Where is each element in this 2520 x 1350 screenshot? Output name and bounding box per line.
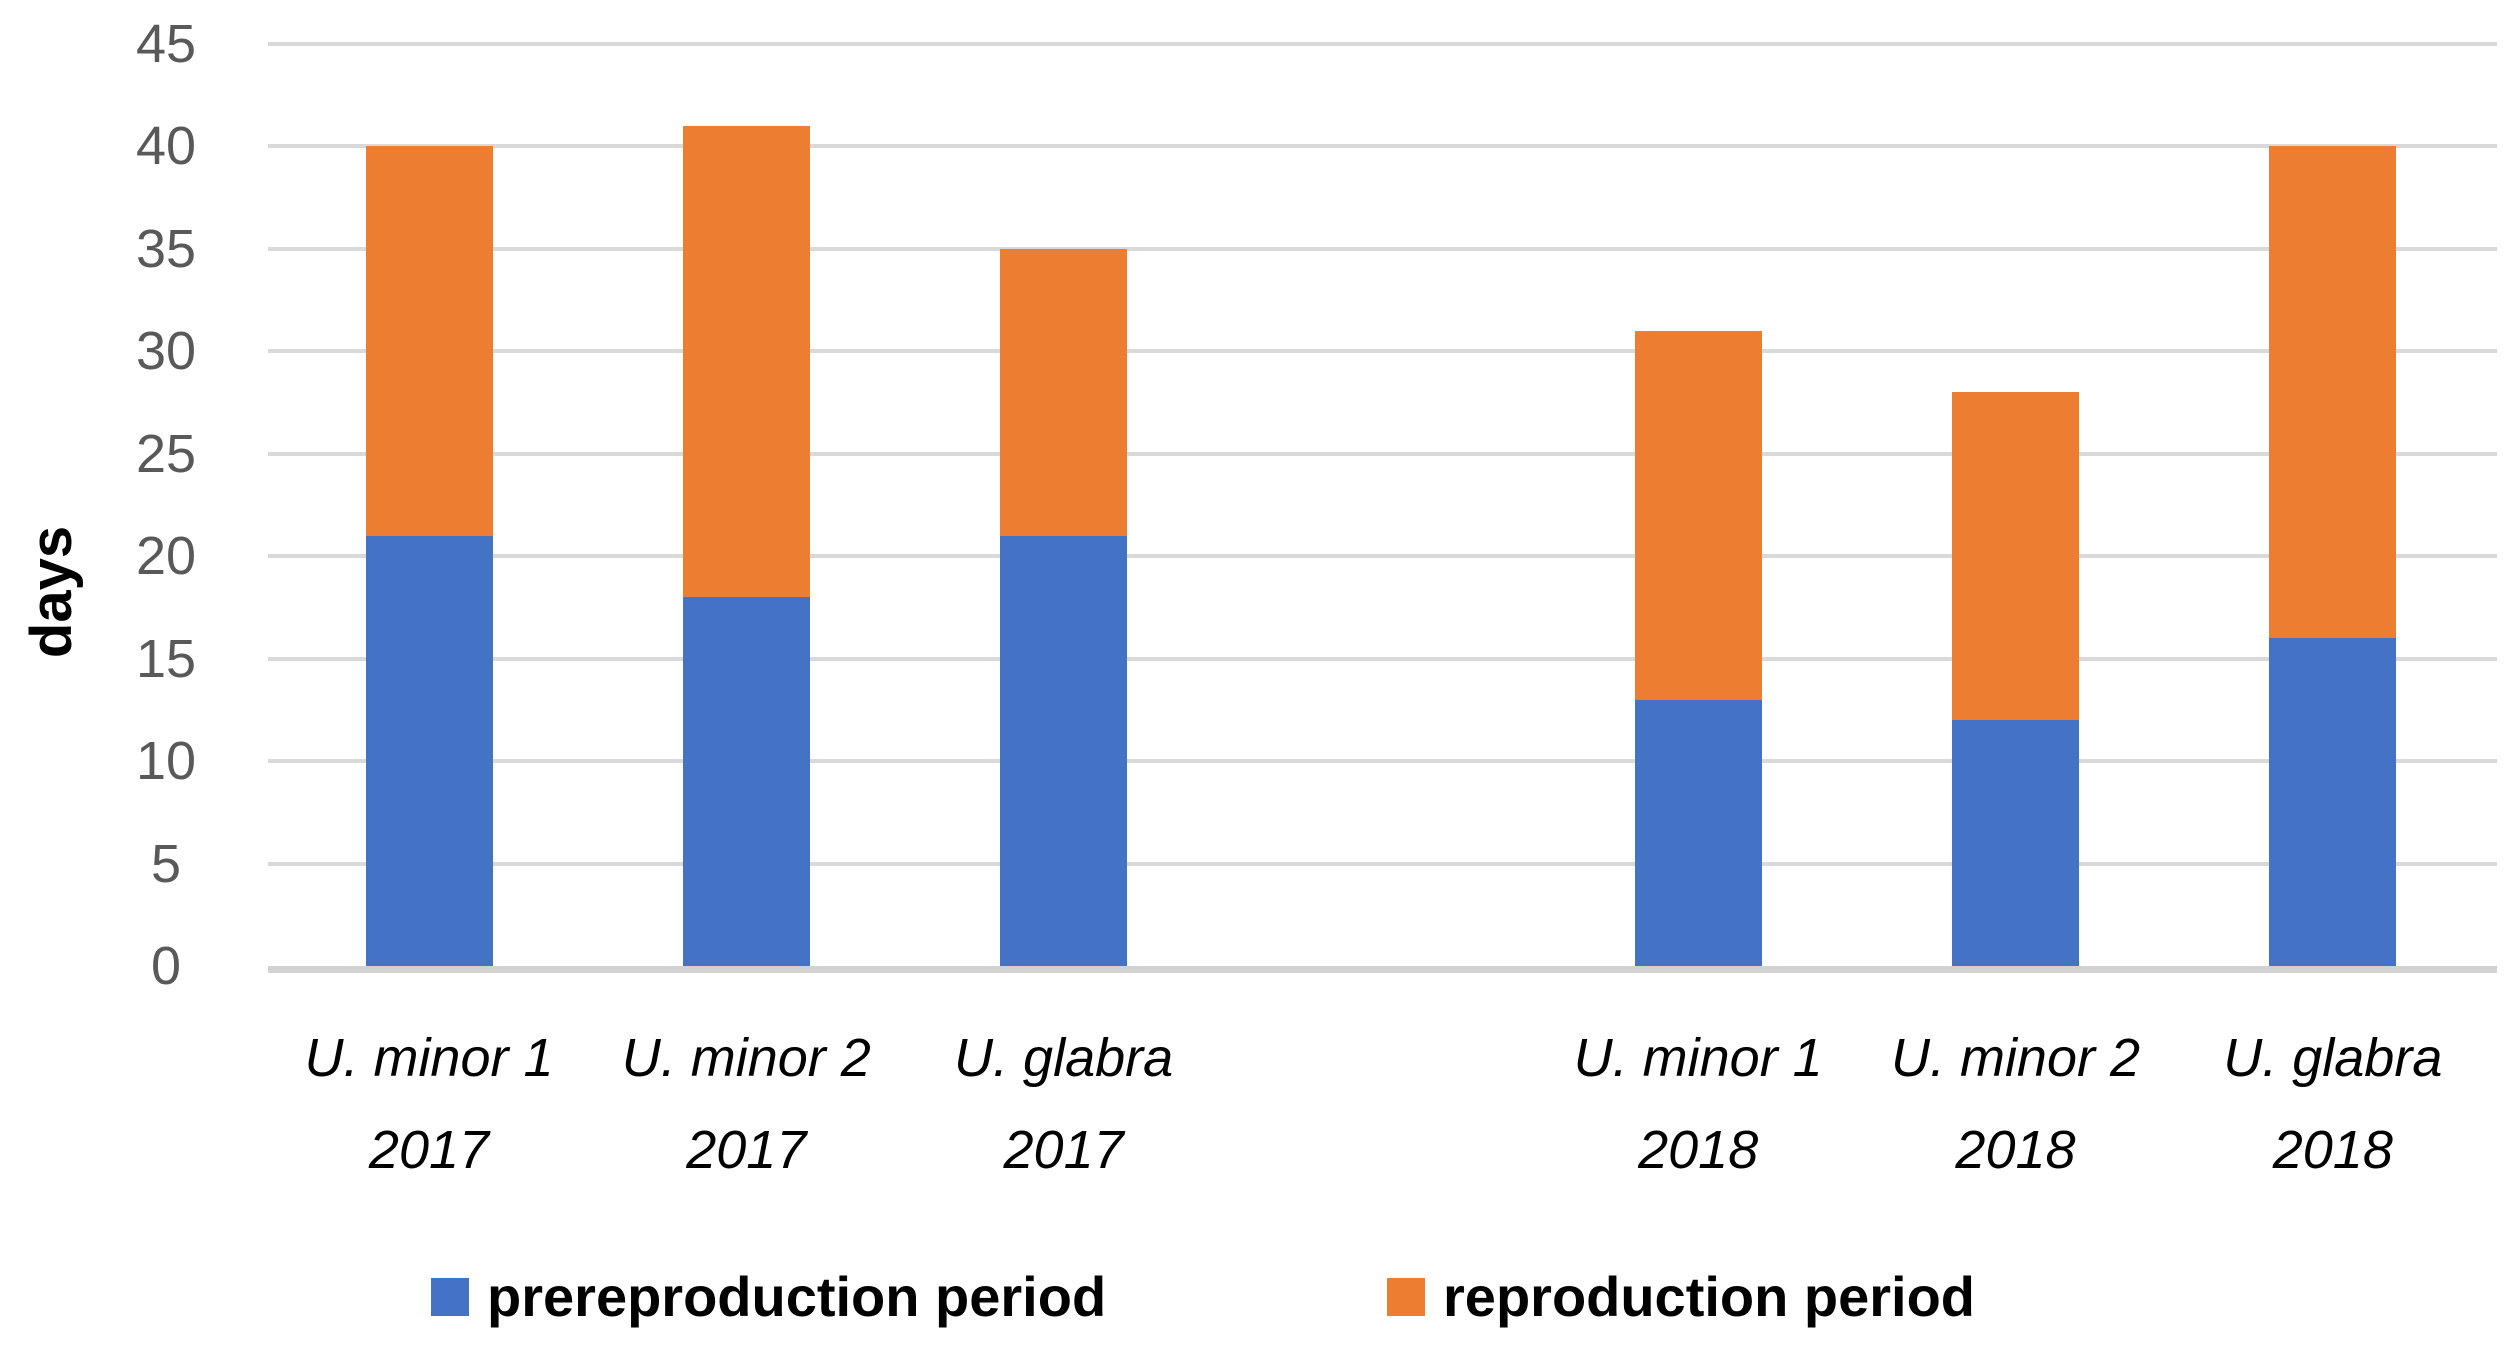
y-tick-label: 20 bbox=[135, 526, 197, 586]
x-category-label-name: U. minor 2 bbox=[621, 1028, 871, 1088]
bar-segment-reproduction bbox=[2269, 146, 2397, 638]
y-tick-label: 45 bbox=[135, 13, 197, 74]
x-category-label-year: 2018 bbox=[2272, 1120, 2393, 1180]
bar-segment-reproduction bbox=[1952, 392, 2079, 720]
gridline bbox=[268, 554, 2497, 558]
bar-segment-reproduction bbox=[1634, 330, 1762, 700]
bar-segment-prereproduction bbox=[682, 597, 810, 966]
gridline bbox=[268, 861, 2497, 866]
legend-item: reproduction period bbox=[1387, 1265, 1975, 1328]
legend-item: prereproduction period bbox=[431, 1265, 1107, 1328]
y-tick-label: 25 bbox=[135, 423, 197, 484]
bar-segment-reproduction bbox=[682, 125, 810, 597]
legend-label: prereproduction period bbox=[487, 1265, 1107, 1328]
gridline bbox=[268, 41, 2497, 46]
x-category-label-year: 2018 bbox=[1955, 1120, 2076, 1180]
bar-segment-prereproduction bbox=[1952, 720, 2079, 966]
x-category-label-name: U. minor 1 bbox=[1573, 1028, 1823, 1088]
x-category-label-year: 2018 bbox=[1638, 1120, 1759, 1180]
x-category-label: U. glabra 2018 bbox=[2163, 1012, 2503, 1196]
bar-segment-prereproduction bbox=[1000, 535, 1128, 966]
gridline bbox=[268, 759, 2497, 763]
y-tick-label: 5 bbox=[150, 833, 182, 894]
legend-swatch-icon bbox=[431, 1278, 469, 1316]
x-category-label-name: U. minor 1 bbox=[304, 1028, 554, 1088]
gridline bbox=[268, 246, 2497, 251]
x-category-label-name: U. glabra bbox=[2223, 1028, 2443, 1088]
gridline bbox=[268, 656, 2497, 661]
bar-segment-prereproduction bbox=[365, 535, 493, 966]
y-tick-label: 10 bbox=[135, 731, 197, 791]
legend-swatch-icon bbox=[1387, 1278, 1425, 1316]
x-category-label-year: 2017 bbox=[368, 1120, 490, 1180]
x-category-label: U. minor 2 2017 bbox=[576, 1012, 916, 1196]
bar-segment-prereproduction bbox=[1634, 699, 1762, 966]
gridline bbox=[268, 349, 2497, 353]
bar-segment-reproduction bbox=[365, 146, 493, 536]
x-axis-line bbox=[268, 966, 2497, 973]
x-category-label-name: U. glabra bbox=[954, 1028, 1174, 1088]
gridline bbox=[268, 451, 2497, 456]
y-tick-label: 30 bbox=[135, 321, 197, 381]
legend-label: reproduction period bbox=[1443, 1265, 1975, 1328]
y-tick-label: 15 bbox=[135, 628, 197, 689]
x-category-label: U. glabra 2017 bbox=[894, 1012, 1234, 1196]
x-category-label-year: 2017 bbox=[1003, 1120, 1124, 1180]
y-tick-label: 0 bbox=[150, 936, 182, 996]
x-category-label-year: 2017 bbox=[686, 1120, 807, 1180]
legend: prereproduction period reproduction perio… bbox=[0, 1265, 2520, 1328]
x-category-label: U. minor 2 2018 bbox=[1846, 1012, 2186, 1196]
y-tick-label: 35 bbox=[135, 218, 197, 279]
y-tick-label: 40 bbox=[135, 116, 197, 176]
x-category-label: U. minor 1 2017 bbox=[259, 1012, 599, 1196]
bar-segment-reproduction bbox=[1000, 248, 1128, 536]
x-category-label: U. minor 1 2018 bbox=[1528, 1012, 1868, 1196]
x-category-label-name: U. minor 2 bbox=[1890, 1028, 2141, 1088]
gridline bbox=[268, 144, 2497, 148]
bar-segment-prereproduction bbox=[2269, 638, 2397, 966]
